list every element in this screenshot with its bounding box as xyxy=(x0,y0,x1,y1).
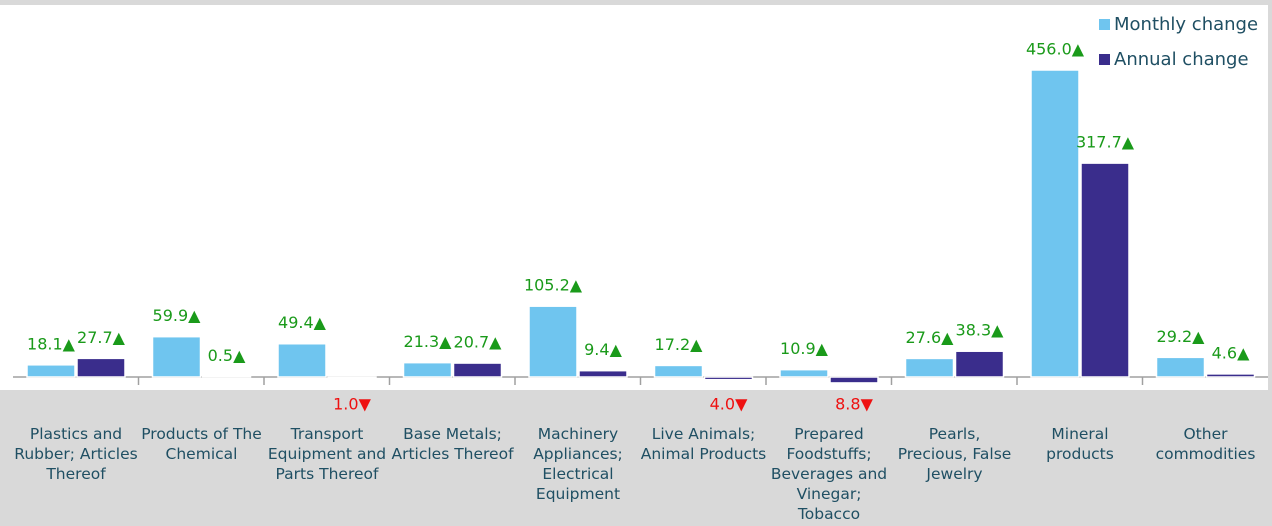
legend-swatch xyxy=(1099,54,1110,65)
value-label: 4.6▲ xyxy=(1212,343,1250,362)
value-label: 105.2▲ xyxy=(524,276,583,295)
bar xyxy=(954,350,1005,378)
value-label: 1.0▼ xyxy=(333,395,371,414)
value-label: 38.3▲ xyxy=(956,321,1005,340)
value-label: 59.9▲ xyxy=(153,306,202,325)
value-label: 27.6▲ xyxy=(906,328,955,347)
value-label: 4.0▼ xyxy=(710,395,748,414)
x-tick-label: Machinery Appliances; Electrical Equipme… xyxy=(533,425,623,503)
bar xyxy=(452,362,503,378)
legend-label: Annual change xyxy=(1114,49,1249,70)
bar xyxy=(201,374,252,378)
value-label: 8.8▼ xyxy=(835,395,873,414)
bar xyxy=(578,369,628,378)
x-tick-label: Transport Equipment and Parts Thereof xyxy=(267,425,387,483)
value-label: 20.7▲ xyxy=(454,333,503,352)
value-label: 0.5▲ xyxy=(208,346,246,365)
value-label: 18.1▲ xyxy=(27,334,76,353)
bar xyxy=(1080,162,1130,378)
bar xyxy=(402,361,453,378)
value-label: 27.7▲ xyxy=(77,328,126,347)
bar xyxy=(151,335,202,378)
value-label: 21.3▲ xyxy=(404,332,453,351)
bar xyxy=(703,376,754,381)
value-label: 17.2▲ xyxy=(655,335,704,354)
value-label: 456.0▲ xyxy=(1026,40,1085,59)
bar xyxy=(327,376,377,380)
bar xyxy=(528,305,578,378)
legend-label: Monthly change xyxy=(1114,14,1258,35)
bar xyxy=(653,364,704,378)
value-label: 49.4▲ xyxy=(278,313,327,332)
bar xyxy=(76,357,126,378)
x-tick-label: Plastics and Rubber; Articles Thereof xyxy=(14,425,138,483)
bar xyxy=(829,376,879,384)
x-tick-label: Base Metals; Articles Thereof xyxy=(391,425,514,463)
value-label: 29.2▲ xyxy=(1157,327,1206,346)
bar xyxy=(26,364,76,378)
legend-swatch xyxy=(1099,19,1110,30)
bar xyxy=(1205,373,1256,378)
bar xyxy=(904,357,955,378)
bar xyxy=(1030,69,1080,378)
x-tick-label: Live Animals; Animal Products xyxy=(640,425,767,463)
x-tick-label: Other commodities xyxy=(1155,425,1256,463)
value-label: 317.7▲ xyxy=(1076,133,1135,152)
bar xyxy=(779,368,829,378)
x-tick-label: Prepared Foodstuffs; Beverages and Vineg… xyxy=(770,425,888,523)
value-label: 9.4▲ xyxy=(584,340,622,359)
bar xyxy=(277,342,327,378)
bar xyxy=(1155,356,1206,378)
value-label: 10.9▲ xyxy=(780,339,829,358)
x-tick-label: Products of The Chemical xyxy=(141,425,262,463)
x-tick-label: Mineral products xyxy=(1046,425,1114,463)
x-tick-label: Pearls, Precious, False Jewelry xyxy=(897,425,1012,483)
